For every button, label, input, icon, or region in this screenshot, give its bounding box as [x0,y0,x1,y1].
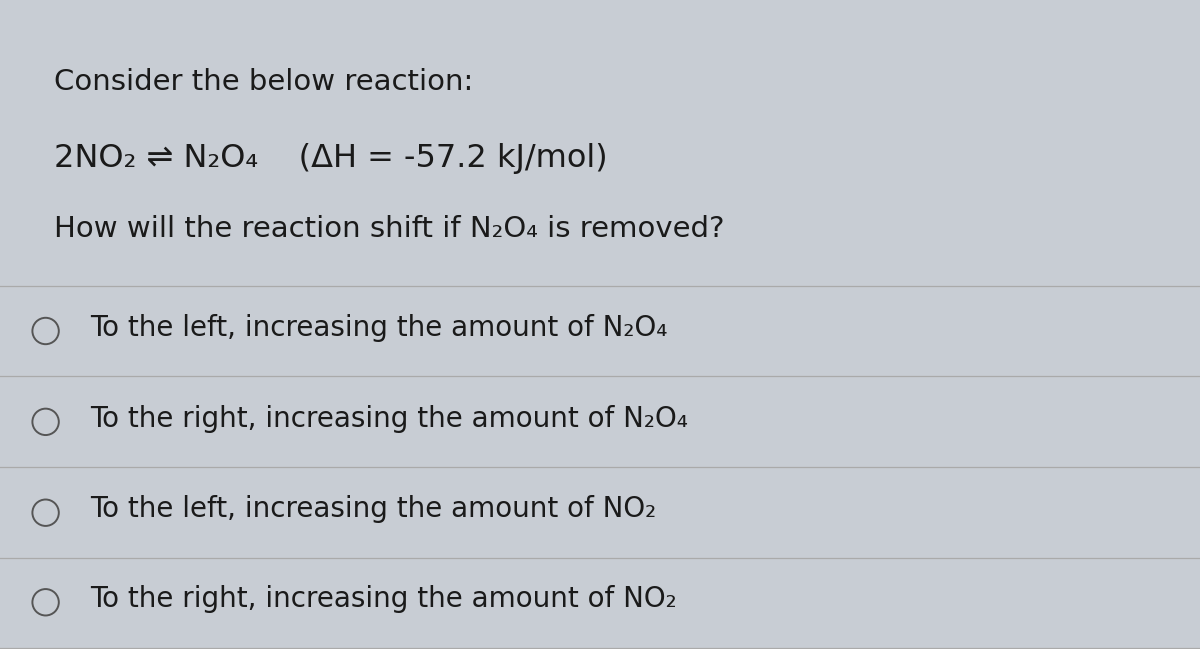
Text: Consider the below reaction:: Consider the below reaction: [54,68,473,96]
Text: 2NO₂ ⇌ N₂O₄    (ΔH = -57.2 kJ/mol): 2NO₂ ⇌ N₂O₄ (ΔH = -57.2 kJ/mol) [54,143,607,174]
Text: To the right, increasing the amount of N₂O₄: To the right, increasing the amount of N… [90,404,688,433]
Text: To the left, increasing the amount of NO₂: To the left, increasing the amount of NO… [90,495,656,524]
Text: To the left, increasing the amount of N₂O₄: To the left, increasing the amount of N₂… [90,313,667,342]
Text: How will the reaction shift if N₂O₄ is removed?: How will the reaction shift if N₂O₄ is r… [54,215,725,243]
Text: To the right, increasing the amount of NO₂: To the right, increasing the amount of N… [90,585,677,613]
